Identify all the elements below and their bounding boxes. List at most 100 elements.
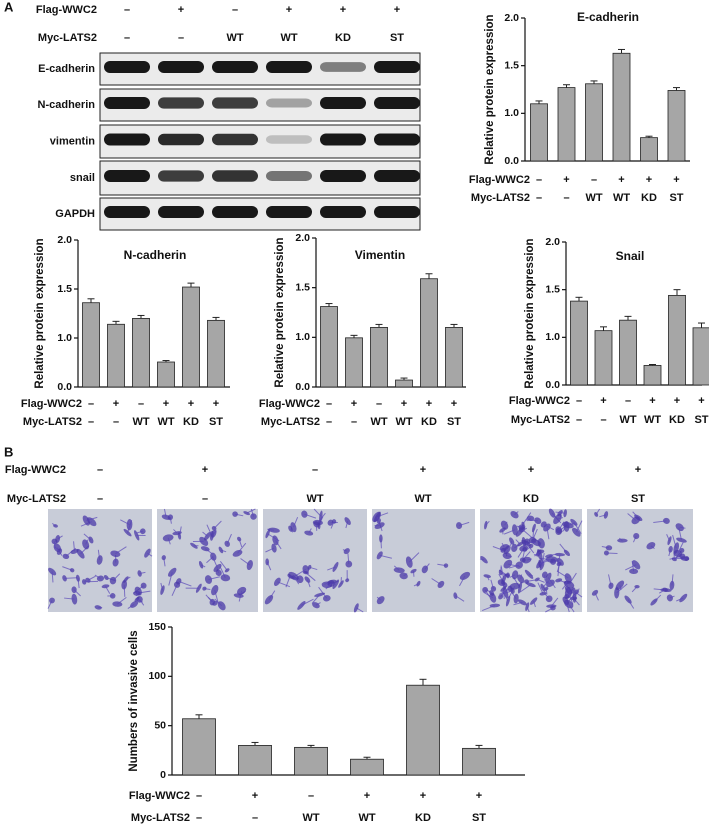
cell-process (200, 564, 206, 568)
condition-label: – (326, 416, 332, 428)
cell (633, 532, 640, 540)
condition-label: + (698, 395, 704, 407)
cell (211, 584, 219, 596)
cell-process (519, 584, 532, 593)
condition-label: + (649, 395, 655, 407)
cell-process (301, 598, 314, 606)
cell-process (669, 595, 675, 599)
cell (265, 529, 270, 539)
cell-process (408, 552, 420, 563)
condition-label: + (476, 790, 482, 802)
cell-process (226, 533, 232, 545)
cell-process (135, 590, 139, 597)
cell-process (202, 531, 208, 537)
cell-process (213, 520, 222, 529)
cell-process (139, 571, 146, 574)
condition-name: Flag-WWC2 (36, 4, 97, 16)
condition-label: + (252, 790, 258, 802)
cell-process (532, 527, 535, 538)
cell-process (275, 540, 282, 550)
condition-label: WT (613, 192, 630, 204)
cell-process (543, 523, 555, 531)
cell-process (117, 596, 127, 605)
bar (406, 684, 440, 776)
y-axis-label: Relative protein expression (524, 238, 536, 388)
cell-process (413, 583, 419, 587)
cell-process (481, 605, 496, 612)
cell-process (542, 581, 548, 589)
cell-process (125, 576, 131, 581)
condition-label: WT (585, 192, 602, 204)
condition-label: – (88, 398, 94, 410)
bar (182, 718, 216, 776)
condition-label: – (252, 812, 258, 824)
bar (320, 306, 338, 388)
condition-label: + (618, 174, 624, 186)
cell-process (220, 549, 227, 553)
blot-band (104, 61, 150, 73)
condition-label: + (528, 464, 534, 476)
blot-band (158, 97, 204, 109)
cell-process (658, 589, 666, 594)
cell-process (572, 590, 583, 598)
cell-process (532, 528, 538, 541)
cell-process (330, 521, 335, 529)
cell-process (599, 514, 607, 518)
y-tick-label: 1.5 (504, 59, 519, 71)
condition-label: WT (619, 414, 636, 426)
condition-label: – (563, 192, 569, 204)
cell-process (459, 575, 466, 587)
cell-process (490, 579, 494, 589)
y-tick-label: 1.0 (57, 332, 72, 344)
condition-name: Flag-WWC2 (129, 790, 190, 802)
cell-process (313, 508, 322, 517)
condition-label: – (124, 4, 130, 16)
blot-frame (99, 197, 421, 231)
condition-label: + (600, 395, 606, 407)
cell-process (57, 535, 63, 540)
cell-process (525, 542, 535, 554)
y-tick-label: 0.0 (504, 155, 519, 167)
bar (420, 278, 438, 388)
cell-process (211, 556, 218, 569)
condition-label: + (401, 398, 407, 410)
cell-process (85, 539, 89, 545)
cell-process (246, 508, 256, 514)
cell-process (178, 580, 192, 587)
cell-process (595, 508, 601, 515)
cell-process (267, 533, 280, 542)
cell-process (503, 529, 516, 535)
bar (643, 365, 662, 386)
blot-band (266, 206, 312, 218)
cell-process (54, 546, 60, 552)
condition-label: ST (694, 414, 708, 426)
condition-label: – (625, 395, 631, 407)
cell-process (347, 553, 350, 565)
condition-name: Myc-LATS2 (471, 192, 530, 204)
y-tick-label: 0.0 (545, 379, 560, 391)
bar (557, 87, 576, 162)
blot-frame (99, 52, 421, 86)
cell-process (304, 513, 317, 519)
bar (594, 330, 613, 386)
cell-process (380, 538, 382, 549)
blot-band (212, 170, 258, 182)
condition-label: ST (447, 416, 461, 428)
cell-process (173, 529, 178, 534)
condition-label: – (536, 174, 542, 186)
blot-label: GAPDH (55, 208, 95, 220)
condition-label: – (536, 192, 542, 204)
blot-band (104, 97, 150, 109)
condition-label: WT (358, 812, 375, 824)
cell-process (627, 599, 635, 609)
bar (619, 319, 637, 386)
cell (112, 558, 119, 567)
cell-process (53, 541, 56, 549)
condition-label: KD (641, 192, 657, 204)
cell (509, 537, 515, 545)
cell-process (625, 564, 637, 571)
cell-process (501, 542, 505, 548)
bar (207, 319, 225, 388)
chart-title: N-cadherin (124, 248, 187, 262)
